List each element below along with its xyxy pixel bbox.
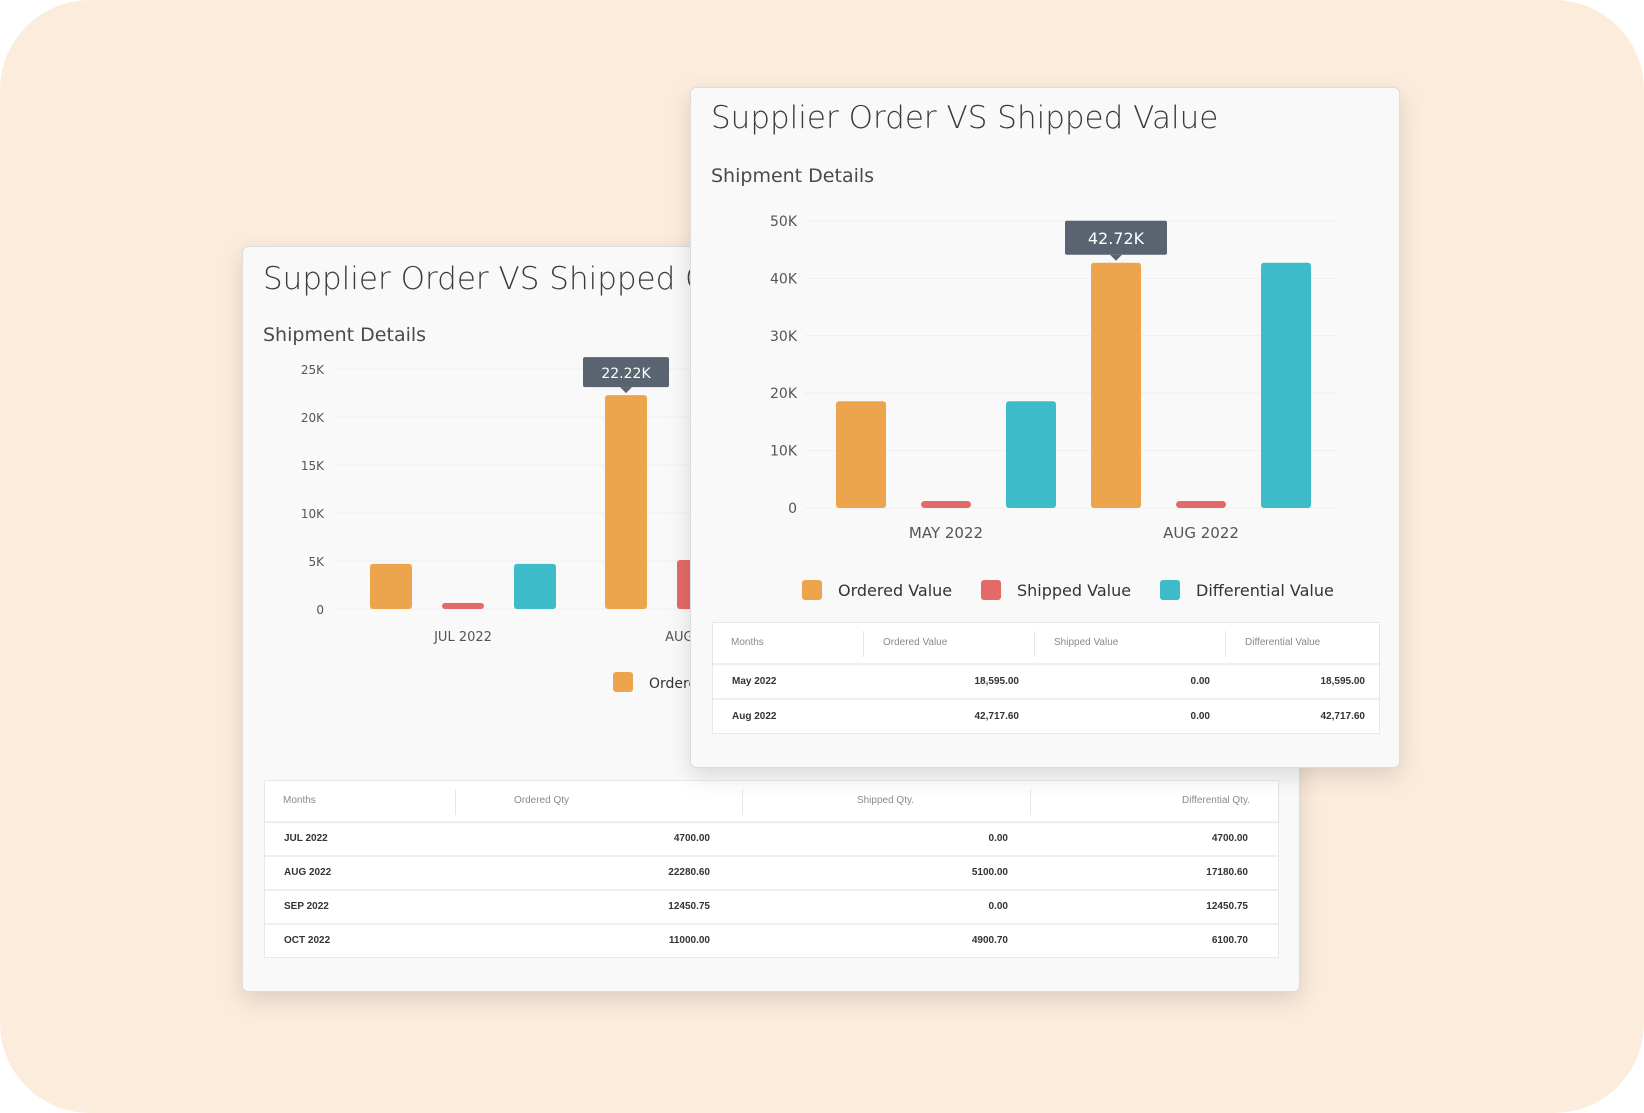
value-col-ordered[interactable]: Ordered Value [883, 637, 948, 648]
value-bar-differential-value [1261, 262, 1311, 508]
qty-cell-month: AUG 2022 [284, 867, 332, 878]
value-category-label: MAY 2022 [909, 524, 983, 542]
qty-category-label: JUL 2022 [433, 630, 492, 645]
value-cell-ordered: 42,717.60 [974, 711, 1020, 722]
qty-bar-shipped-qty [442, 603, 484, 609]
value-cell-differential: 18,595.00 [1320, 676, 1366, 687]
qty-tooltip: 22.22K [583, 357, 669, 394]
qty-bar-ordered-qty [370, 563, 412, 609]
value-ytick-label: 50K [770, 214, 798, 230]
qty-table-row[interactable]: SEP 2022 12450.75 0.00 12450.75 [265, 889, 1278, 923]
qty-table-body: JUL 2022 4700.00 0.00 4700.00 AUG 2022 22280.… [265, 821, 1278, 957]
qty-table-row[interactable]: AUG 2022 22280.60 5100.00 17180.60 [265, 855, 1278, 889]
value-legend-swatch [1160, 580, 1180, 600]
value-table-header: Months Ordered Value Shipped Value Diffe… [713, 623, 1379, 663]
value-legend-label: Ordered Value [838, 581, 952, 600]
value-ytick-label: 10K [770, 444, 798, 460]
value-tooltip-label: 42.72K [1088, 229, 1145, 248]
value-table-row[interactable]: May 2022 18,595.00 0.00 18,595.00 [713, 663, 1379, 698]
value-ytick-label: 30K [770, 329, 798, 345]
qty-tooltip-box [583, 357, 669, 388]
qty-col-shipped[interactable]: Shipped Qty. [856, 795, 915, 806]
value-category-label: AUG 2022 [1163, 524, 1239, 542]
value-col-differential[interactable]: Differential Value [1245, 637, 1321, 648]
value-card: Supplier Order VS Shipped Value Shipment… [690, 87, 1400, 768]
qty-cell-shipped: 0.00 [988, 901, 1008, 912]
value-legend-swatch [802, 580, 822, 600]
qty-cell-differential: 12450.75 [1206, 901, 1248, 912]
qty-cell-ordered: 22280.60 [668, 867, 710, 878]
value-legend-swatch [981, 580, 1001, 600]
value-table-body: May 2022 18,595.00 0.00 18,595.00 Aug 2022 42… [713, 663, 1379, 733]
qty-cell-ordered: 11000.00 [668, 935, 710, 946]
value-col-shipped[interactable]: Shipped Value [1054, 637, 1119, 648]
qty-ytick-label: 10K [301, 507, 325, 521]
value-chart: 0 10K 20K 30K 40K 50K MAY 2022 AUG 2022 42.72K Or… [770, 214, 1337, 600]
qty-ytick-label: 0 [316, 603, 324, 617]
value-cell-shipped: 0.00 [1190, 676, 1210, 687]
value-legend-label: Shipped Value [1017, 581, 1131, 600]
value-bar-shipped-value [1176, 501, 1226, 508]
qty-col-differential[interactable]: Differential Qty. [1182, 795, 1250, 806]
value-tooltip: 42.72K [1065, 220, 1167, 261]
value-table: Months Ordered Value Shipped Value Diffe… [712, 622, 1380, 734]
qty-bar-ordered-qty [605, 395, 647, 609]
qty-col-ordered[interactable]: Ordered Qty [513, 795, 570, 806]
qty-ytick-label: 5K [308, 555, 325, 569]
qty-legend-swatch [613, 672, 633, 692]
qty-cell-month: SEP 2022 [284, 901, 329, 912]
qty-ytick-label: 20K [301, 411, 325, 425]
value-bar-ordered-value [836, 401, 886, 508]
value-bar-differential-value [1006, 401, 1056, 508]
qty-cell-differential: 4700.00 [1211, 833, 1248, 844]
value-card-subtitle: Shipment Details [711, 165, 875, 187]
qty-card-subtitle: Shipment Details [263, 324, 427, 346]
value-bar-ordered-value [1091, 262, 1141, 508]
qty-tooltip-label: 22.22K [601, 366, 651, 382]
qty-cell-ordered: 4700.00 [673, 833, 710, 844]
qty-bar-differential-qty [514, 563, 556, 609]
qty-card-title: Supplier Order VS Shipped Qty. [263, 261, 746, 297]
qty-cell-differential: 17180.60 [1206, 867, 1248, 878]
qty-table: Months Ordered Qty Shipped Qty. Differen… [264, 780, 1279, 958]
qty-ytick-label: 15K [301, 459, 325, 473]
qty-cell-shipped: 5100.00 [971, 867, 1008, 878]
qty-tooltip-arrow [620, 387, 632, 394]
value-cell-month: Aug 2022 [732, 711, 777, 722]
value-table-row[interactable]: Aug 2022 42,717.60 0.00 42,717.60 [713, 698, 1379, 733]
qty-cell-ordered: 12450.75 [668, 901, 710, 912]
qty-cell-shipped: 4900.70 [971, 935, 1008, 946]
value-ytick-label: 40K [770, 271, 798, 287]
qty-table-header: Months Ordered Qty Shipped Qty. Differen… [265, 781, 1278, 821]
qty-cell-shipped: 0.00 [988, 833, 1008, 844]
qty-cell-month: OCT 2022 [284, 935, 331, 946]
value-bar-shipped-value [921, 501, 971, 508]
value-cell-differential: 42,717.60 [1320, 711, 1366, 722]
qty-cell-differential: 6100.70 [1211, 935, 1248, 946]
value-legend-label: Differential Value [1196, 581, 1334, 600]
value-cell-ordered: 18,595.00 [974, 676, 1020, 687]
value-tooltip-box [1065, 220, 1167, 255]
value-col-months[interactable]: Months [731, 637, 764, 648]
value-ytick-label: 20K [770, 386, 798, 402]
qty-cell-month: JUL 2022 [284, 833, 328, 844]
qty-col-months[interactable]: Months [283, 795, 316, 806]
value-tooltip-arrow [1110, 254, 1122, 261]
value-cell-shipped: 0.00 [1190, 711, 1210, 722]
qty-table-row[interactable]: OCT 2022 11000.00 4900.70 6100.70 [265, 923, 1278, 957]
qty-ytick-label: 25K [301, 363, 325, 377]
qty-table-row[interactable]: JUL 2022 4700.00 0.00 4700.00 [265, 821, 1278, 855]
value-ytick-label: 0 [788, 501, 797, 517]
value-cell-month: May 2022 [732, 676, 777, 687]
value-card-title: Supplier Order VS Shipped Value [711, 100, 1219, 136]
